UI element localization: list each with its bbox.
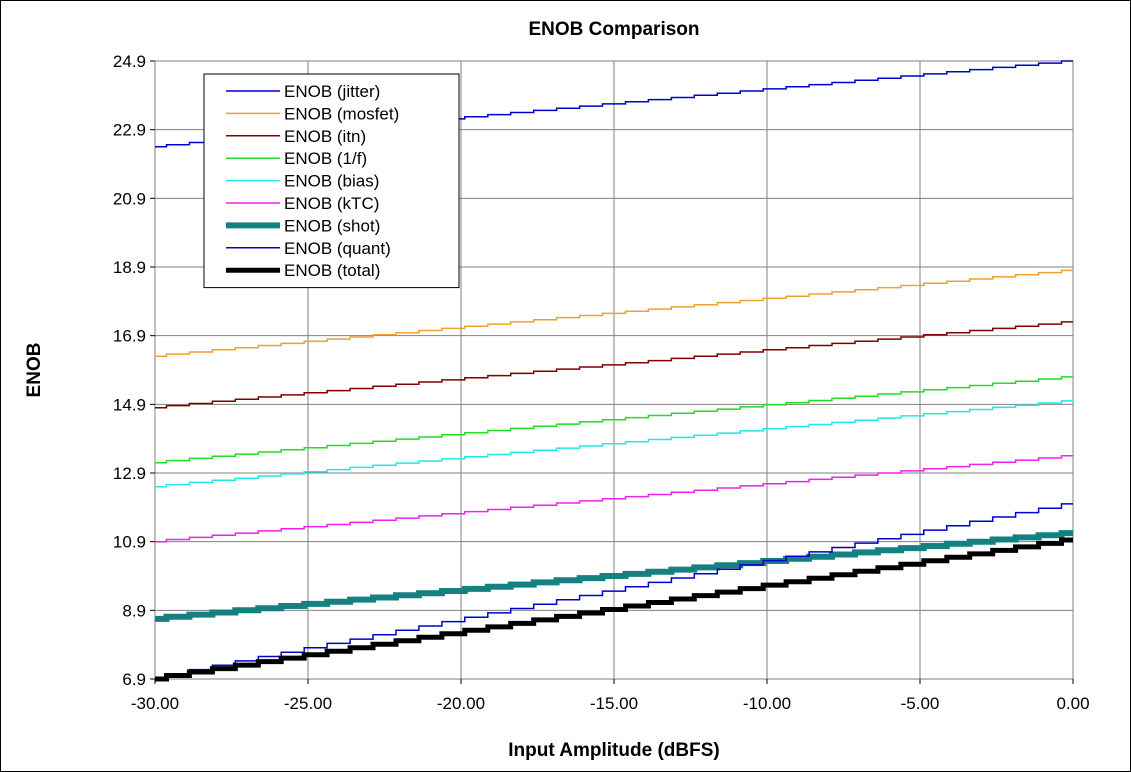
series-group	[155, 60, 1073, 682]
series-line-enob-bias	[155, 400, 1073, 488]
x-tick-label: -5.00	[901, 694, 940, 713]
x-axis-title: Input Amplitude (dBFS)	[508, 740, 719, 761]
series-line-enob-quant	[155, 503, 1073, 680]
series-line-enob-total	[155, 537, 1073, 682]
y-tick-label: 20.9	[113, 189, 146, 208]
y-tick-label: 22.9	[113, 121, 146, 140]
series-line-enob-shot	[155, 530, 1073, 622]
x-tick-label: 0.00	[1056, 694, 1089, 713]
y-tick-label: 18.9	[113, 258, 146, 277]
y-tick-label: 24.9	[113, 52, 146, 71]
legend-label: ENOB (1/f)	[284, 149, 367, 168]
y-tick-label: 16.9	[113, 327, 146, 346]
y-tick-label: 12.9	[113, 464, 146, 483]
series-line-enob-1-f	[155, 376, 1073, 464]
series-line-enob-mosfet	[155, 269, 1073, 358]
series-line-enob-itn	[155, 321, 1073, 409]
legend: ENOB (jitter) ENOB (mosfet) ENOB (itn) ENOB…	[203, 73, 460, 289]
legend-label: ENOB (total)	[284, 261, 380, 280]
chart-title: ENOB Comparison	[528, 19, 699, 40]
legend-label: ENOB (shot)	[284, 216, 380, 235]
y-axis-title: ENOB	[24, 343, 45, 398]
y-ticks: 6.9 8.9 10.9 12.9 14.9 16.9 18.9 20.9 22.9 24.9	[113, 52, 155, 689]
legend-label: ENOB (bias)	[284, 172, 379, 191]
y-tick-label: 8.9	[122, 601, 146, 620]
x-tick-label: -30.00	[131, 694, 179, 713]
legend-label: ENOB (jitter)	[284, 82, 380, 101]
x-tick-label: -25.00	[284, 694, 332, 713]
x-ticks: -30.00 -25.00 -20.00 -15.00 -10.00 -5.00 0.00	[131, 679, 1090, 713]
legend-label: ENOB (mosfet)	[284, 104, 399, 123]
series-line-enob-ktc	[155, 455, 1073, 543]
y-tick-label: 14.9	[113, 395, 146, 414]
x-tick-label: -20.00	[437, 694, 485, 713]
x-tick-label: -10.00	[743, 694, 791, 713]
y-tick-label: 10.9	[113, 533, 146, 552]
legend-label: ENOB (itn)	[284, 127, 366, 146]
legend-label: ENOB (kTC)	[284, 194, 379, 213]
y-tick-label: 6.9	[122, 670, 146, 689]
legend-label: ENOB (quant)	[284, 239, 391, 258]
x-tick-label: -15.00	[590, 694, 638, 713]
